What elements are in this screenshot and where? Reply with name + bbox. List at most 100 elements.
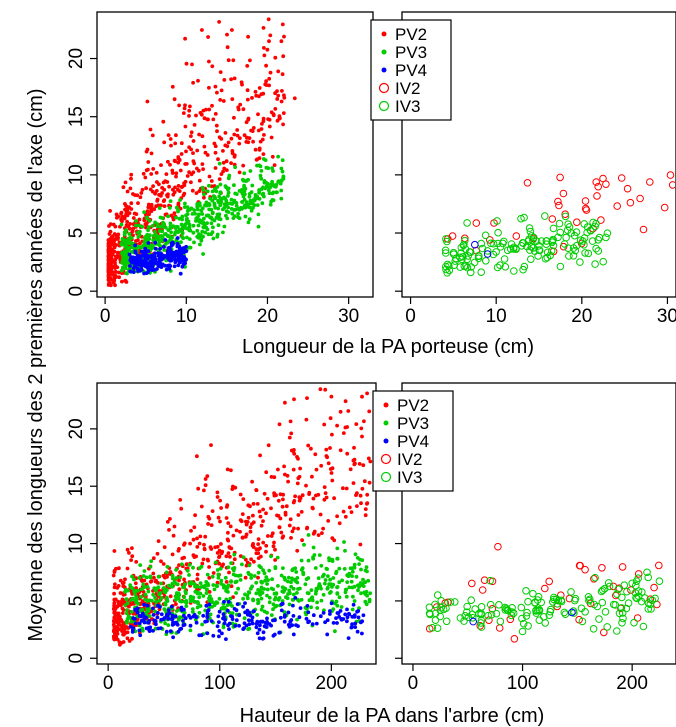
data-point <box>206 558 211 563</box>
data-point <box>187 237 192 242</box>
data-point <box>106 253 111 257</box>
data-point <box>117 275 121 280</box>
data-point <box>165 612 170 616</box>
data-point <box>360 486 365 491</box>
data-point <box>209 547 214 551</box>
data-point <box>257 588 262 593</box>
data-point <box>286 479 290 484</box>
data-point <box>213 560 218 565</box>
data-point <box>330 432 334 437</box>
data-point <box>155 180 159 184</box>
data-point <box>559 189 568 198</box>
data-point <box>162 140 167 145</box>
data-point <box>244 519 248 524</box>
data-point <box>122 252 127 257</box>
data-point <box>146 160 151 164</box>
data-point <box>137 576 142 580</box>
data-point <box>173 253 178 258</box>
data-point <box>318 387 323 392</box>
data-point <box>286 579 290 584</box>
data-point <box>153 626 158 631</box>
data-point <box>176 187 180 192</box>
data-point <box>188 228 193 233</box>
data-point <box>217 214 221 219</box>
legend-marker <box>380 453 392 465</box>
data-point <box>248 525 253 530</box>
data-point <box>221 562 226 567</box>
data-point <box>163 601 168 605</box>
data-point <box>209 184 214 189</box>
data-point <box>115 604 120 609</box>
data-point <box>291 592 296 597</box>
data-point <box>232 214 237 219</box>
data-point <box>119 268 124 273</box>
data-point <box>275 555 280 560</box>
data-point <box>213 144 218 149</box>
data-point <box>232 132 237 137</box>
data-point <box>129 619 134 624</box>
data-point <box>273 618 277 623</box>
data-point <box>275 97 280 101</box>
data-point <box>217 596 222 601</box>
data-point <box>295 576 300 580</box>
data-point <box>226 565 231 570</box>
data-point <box>172 97 177 102</box>
data-point <box>271 633 276 638</box>
data-point <box>133 581 138 586</box>
legend-marker <box>381 49 387 55</box>
data-point <box>255 194 260 199</box>
data-point <box>331 621 336 625</box>
data-point <box>243 534 248 539</box>
data-point <box>269 110 274 115</box>
data-point <box>205 117 210 122</box>
data-point <box>144 186 149 191</box>
data-point <box>261 26 266 30</box>
data-point <box>451 598 459 606</box>
data-point <box>157 206 162 211</box>
data-point <box>254 580 259 585</box>
data-point <box>116 270 121 275</box>
data-point <box>262 133 266 137</box>
data-point <box>267 595 272 600</box>
data-point <box>133 243 138 248</box>
data-point <box>197 132 202 137</box>
data-point <box>156 539 161 543</box>
data-point <box>174 576 179 580</box>
data-point <box>190 607 195 611</box>
data-point <box>125 256 130 261</box>
data-point <box>124 280 129 284</box>
data-point <box>639 225 648 234</box>
data-point <box>295 617 299 622</box>
data-point <box>267 124 272 129</box>
series-PV4-top-right <box>471 240 492 258</box>
data-point <box>246 34 251 39</box>
data-point <box>310 474 314 479</box>
data-point <box>137 223 142 228</box>
data-point <box>247 217 252 222</box>
data-point <box>163 225 168 230</box>
data-point <box>350 607 355 612</box>
data-point <box>126 551 131 555</box>
data-point <box>266 17 271 22</box>
data-point <box>196 223 201 228</box>
data-point <box>182 205 187 210</box>
data-point <box>111 280 115 285</box>
data-point <box>325 618 330 623</box>
data-point <box>501 263 510 271</box>
data-point <box>179 626 184 631</box>
data-point <box>180 264 185 269</box>
data-point <box>203 534 208 539</box>
data-point <box>273 107 278 111</box>
data-point <box>168 137 173 141</box>
data-point <box>223 184 228 189</box>
data-point <box>178 498 183 502</box>
data-point <box>335 546 340 551</box>
data-point <box>112 549 117 553</box>
data-point <box>167 572 172 576</box>
data-point <box>338 409 343 414</box>
data-point <box>140 187 145 192</box>
data-point <box>167 528 171 532</box>
data-point <box>193 211 197 216</box>
data-point <box>471 240 479 249</box>
data-point <box>352 599 357 603</box>
